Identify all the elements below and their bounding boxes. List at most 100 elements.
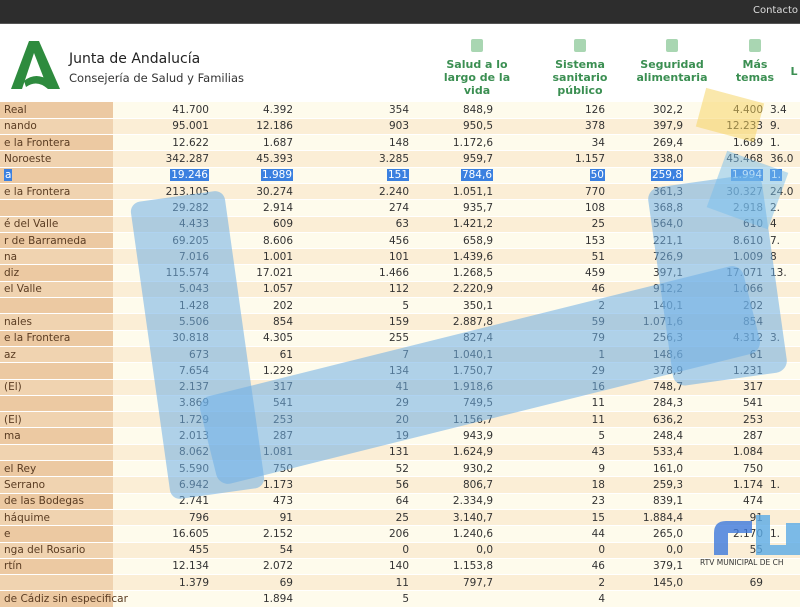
table-row[interactable]: rtín 12.134 2.072 140 1.153,8 46 379,1 [0,558,800,576]
cell-text: 34 [591,136,605,149]
table-row[interactable]: e 16.605 2.152 206 1.240,6 44 265,0 2.170 1. [0,525,800,543]
value-cell: 30.327 [687,183,767,201]
value-cell: 1.040,1 [413,346,497,364]
value-cell: 1 [497,346,609,364]
table-row[interactable]: 1.428 202 5 350,1 2 140,1 202 [0,297,800,315]
cell-text: 20 [395,413,409,426]
cell-text: 256,3 [652,332,683,345]
cell-text: 287 [742,430,763,443]
cell-text: 56 [395,478,409,491]
table-row[interactable]: az 673 61 7 1.040,1 1 148,6 61 [0,346,800,364]
cell-text: 317 [272,381,293,394]
table-row[interactable]: Noroeste 342.287 45.393 3.285 959,7 1.157 338,… [0,150,800,168]
value-cell: 101 [297,248,413,266]
cell-text: 115.574 [165,267,209,280]
value-cell: 24.0 [767,183,800,201]
table-row[interactable]: el Valle 5.043 1.057 112 2.220,9 46 912,2 1.066 [0,281,800,299]
cell-text: 69.205 [172,234,209,247]
cell-text: 41 [395,381,409,394]
table-row[interactable]: (El) 2.137 317 41 1.918,6 16 748,7 317 [0,379,800,396]
value-cell: 19.246 [113,167,213,184]
value-cell: 1.051,1 [413,183,497,201]
contact-link[interactable]: Contacto [752,5,798,16]
junta-andalucia-logo[interactable] [10,41,62,91]
value-cell [767,395,800,413]
table-row[interactable]: Real 41.700 4.392 354 848,9 126 302,2 4.400 3.4 [0,102,800,119]
table-row[interactable]: diz 115.574 17.021 1.466 1.268,5 459 397,1 17.0… [0,264,800,282]
book-plus-icon [471,39,483,52]
value-cell: 108 [497,199,609,217]
municipality-cell: (El) [0,411,113,429]
value-cell: 11 [497,395,609,413]
cell-text: 221,1 [652,234,683,247]
value-cell: 1.001 [213,248,297,266]
table-row[interactable]: de Cádiz sin especificar 1.894 5 4 [0,590,800,608]
cell-text: 59 [591,316,605,328]
cell-text: 959,7 [462,153,493,166]
municipality-cell: rtín [0,558,113,576]
table-row[interactable]: 1.379 69 11 797,7 2 145,0 69 [0,574,800,592]
value-cell: 79 [497,330,609,347]
nav-more[interactable]: L [789,65,799,78]
cell-text: 533,4 [652,446,683,459]
cell-text: 748,7 [652,381,683,394]
table-row[interactable]: r de Barrameda 69.205 8.606 456 658,9 153 221,… [0,232,800,250]
cell-text: 1. [770,136,781,149]
cell-text: 950,5 [462,120,493,133]
value-cell [767,574,800,592]
nav-mas-temas[interactable]: Más temas [722,39,788,84]
cell-text: diz [4,267,20,280]
cell-text: 770 [584,185,605,198]
cell-text: 827,4 [462,332,493,345]
cell-text: e la Frontera [4,332,71,345]
table-row[interactable]: 29.282 2.914 274 935,7 108 368,8 2.918 2. [0,199,800,217]
table-row[interactable]: e la Frontera 213.105 30.274 2.240 1.051,1 77… [0,183,800,201]
value-cell: 29.282 [113,199,213,217]
table-row[interactable]: na 7.016 1.001 101 1.439,6 51 726,9 1.009 8 [0,248,800,266]
table-row[interactable]: 8.062 1.081 131 1.624,9 43 533,4 1.084 [0,444,800,462]
cell-text: 248,4 [652,430,683,443]
table-row[interactable]: el Rey 5.590 750 52 930,2 9 161,0 750 [0,460,800,478]
table-row[interactable]: 3.869 541 29 749,5 11 284,3 541 [0,395,800,413]
table-row[interactable]: é del Valle 4.433 609 63 1.421,2 25 564,0 610 4 [0,216,800,233]
cell-text: 1.439,6 [452,250,493,263]
nav-seguridad-alimentaria[interactable]: Seguridad alimentaria [636,39,708,84]
table-row[interactable]: (El) 1.729 253 20 1.156,7 11 636,2 253 [0,411,800,429]
table-row[interactable]: nando 95.001 12.186 903 950,5 378 397,9 12.233 9… [0,118,800,136]
value-cell: 456 [297,232,413,250]
municipality-cell: (El) [0,379,113,396]
value-cell: 151 [297,167,413,184]
value-cell: 935,7 [413,199,497,217]
cell-text: 131 [388,446,409,459]
cell-text: Noroeste [4,153,52,166]
value-cell: 4.392 [213,102,297,119]
value-cell: 473 [213,493,297,510]
value-cell: 29 [497,362,609,380]
nav-salud-vida[interactable]: Salud a lo largo de la vida [432,39,522,97]
table-row[interactable]: nales 5.506 854 159 2.887,8 59 1.071,6 854 [0,313,800,331]
cell-text: 134 [388,364,409,377]
cell-text: 0,0 [666,544,683,557]
cell-text: 0 [402,544,409,557]
value-cell: 2.013 [113,427,213,445]
hospital-icon [574,39,586,52]
nav-sistema-sanitario[interactable]: Sistema sanitario público [545,39,615,97]
table-row[interactable]: e la Frontera 12.622 1.687 148 1.172,6 34 269,… [0,134,800,152]
table-row[interactable]: a 19.246 1.989 151 784,6 50 259,8 1.994 1. [0,167,800,184]
table-row[interactable]: 7.654 1.229 134 1.750,7 29 378,9 1.231 [0,362,800,380]
value-cell: 4 [767,216,800,233]
table-row[interactable]: ma 2.013 287 19 943,9 5 248,4 287 [0,427,800,445]
cell-text: 2.887,8 [452,316,493,328]
table-row[interactable]: e la Frontera 30.818 4.305 255 827,4 79 256,3 4… [0,330,800,347]
value-cell: 2 [497,574,609,592]
value-cell: 46 [497,281,609,299]
cell-text: 69 [279,576,293,589]
cell-text: 30.818 [172,332,209,345]
cell-text: 23 [591,495,605,508]
value-cell: 41 [297,379,413,396]
value-cell: 930,2 [413,460,497,478]
table-row[interactable]: de las Bodegas 2.741 473 64 2.334,9 23 839,1 47… [0,493,800,510]
table-row[interactable]: Serrano 6.942 1.173 56 806,7 18 259,3 1.174 1. [0,476,800,494]
